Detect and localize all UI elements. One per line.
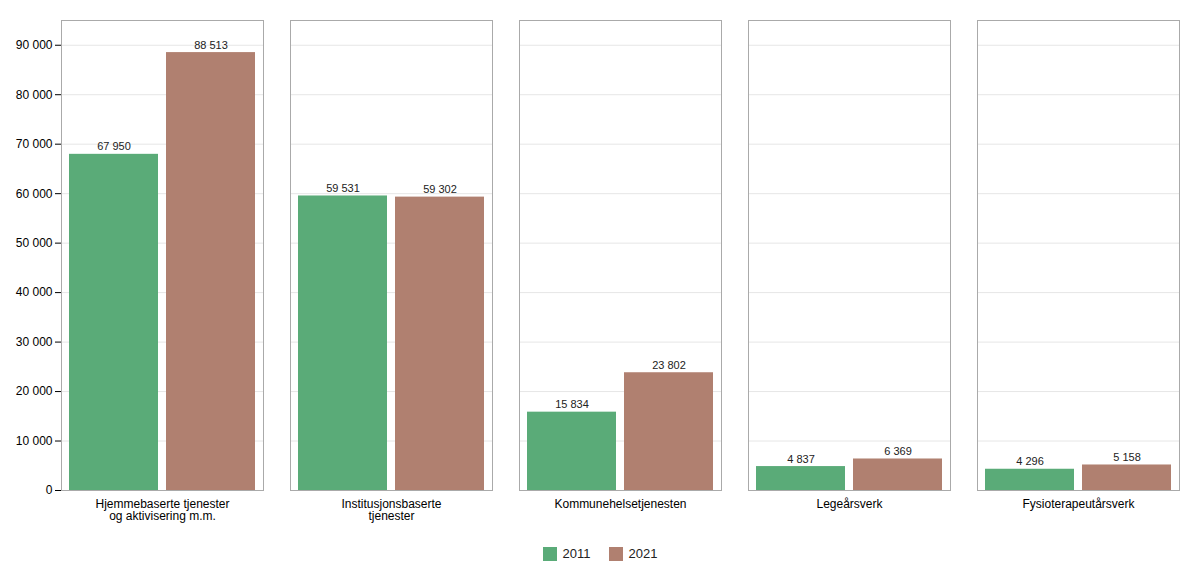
svg-text:0: 0 (46, 483, 53, 497)
svg-text:90 000: 90 000 (16, 38, 53, 52)
svg-text:4 296: 4 296 (1016, 455, 1044, 467)
svg-text:23 802: 23 802 (652, 359, 686, 371)
svg-text:Hjemmebaserte tjenesterog akti: Hjemmebaserte tjenesterog aktivisering m… (95, 497, 229, 523)
svg-text:Kommunehelsetjenesten: Kommunehelsetjenesten (554, 497, 686, 511)
svg-text:60 000: 60 000 (16, 186, 53, 200)
svg-text:Institusjonsbasertetjenester: Institusjonsbasertetjenester (341, 497, 441, 523)
svg-text:67 950: 67 950 (97, 140, 131, 152)
svg-text:4 837: 4 837 (787, 453, 815, 465)
svg-text:59 302: 59 302 (423, 183, 457, 195)
svg-text:30 000: 30 000 (16, 335, 53, 349)
svg-text:15 834: 15 834 (555, 398, 589, 410)
svg-text:50 000: 50 000 (16, 236, 53, 250)
svg-text:5 158: 5 158 (1113, 451, 1141, 463)
svg-text:80 000: 80 000 (16, 88, 53, 102)
html-text:2011: 2011 (562, 546, 591, 561)
html-text:2021: 2021 (628, 546, 658, 561)
svg-text:Legeårsverk: Legeårsverk (816, 497, 883, 511)
svg-text:20 000: 20 000 (16, 384, 53, 398)
svg-text:40 000: 40 000 (16, 285, 53, 299)
svg-text:Fysioterapeutårsverk: Fysioterapeutårsverk (1022, 497, 1135, 511)
svg-text:59 531: 59 531 (326, 182, 360, 194)
svg-text:88 513: 88 513 (194, 39, 228, 51)
svg-text:6 369: 6 369 (884, 445, 912, 457)
svg-text:70 000: 70 000 (16, 137, 53, 151)
svg-text:10 000: 10 000 (16, 434, 53, 448)
